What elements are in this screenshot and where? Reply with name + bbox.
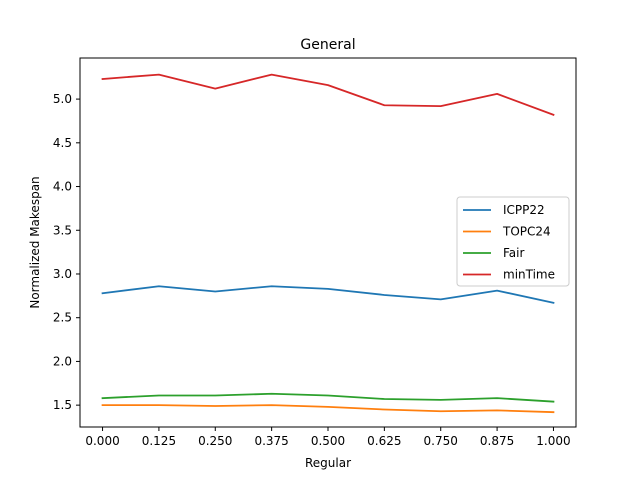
legend: ICPP22 TOPC24 Fair minTime xyxy=(456,196,570,287)
x-tick-label: 0.375 xyxy=(254,434,288,448)
x-tick-label: 0.875 xyxy=(480,434,514,448)
x-tick-label: 0.125 xyxy=(142,434,176,448)
y-tick-label: 4.5 xyxy=(53,136,72,150)
x-axis: 0.000 0.125 0.250 0.375 0.500 0.625 0.750 0.875… xyxy=(85,427,571,448)
legend-label: ICPP22 xyxy=(503,203,545,217)
x-tick-label: 0.500 xyxy=(311,434,345,448)
y-tick-label: 2.5 xyxy=(53,311,72,325)
y-tick-label: 5.0 xyxy=(53,92,72,106)
series-line-topc24 xyxy=(101,404,555,414)
x-axis-label: Regular xyxy=(305,456,351,470)
legend-label: TOPC24 xyxy=(502,225,551,239)
y-axis-label: Normalized Makespan xyxy=(28,176,42,308)
x-tick-label: 0.625 xyxy=(367,434,401,448)
y-tick-label: 3.5 xyxy=(53,223,72,237)
y-tick-label: 2.0 xyxy=(53,354,72,368)
chart-title: General xyxy=(300,37,355,53)
series-lines xyxy=(101,73,555,414)
x-tick-label: 1.000 xyxy=(536,434,570,448)
y-axis: 1.5 2.0 2.5 3.0 3.5 4.0 4.5 5.0 xyxy=(53,92,80,412)
x-tick-label: 0.750 xyxy=(424,434,458,448)
legend-label: Fair xyxy=(503,246,524,260)
x-tick-label: 0.250 xyxy=(198,434,232,448)
legend-box xyxy=(456,196,570,287)
y-tick-label: 3.0 xyxy=(53,267,72,281)
legend-label: minTime xyxy=(503,268,555,282)
y-tick-label: 4.0 xyxy=(53,180,72,194)
series-line-fair xyxy=(101,392,555,403)
x-tick-label: 0.000 xyxy=(85,434,119,448)
series-line-mintime xyxy=(101,73,555,116)
series-line-icpp22 xyxy=(101,285,555,304)
y-tick-label: 1.5 xyxy=(53,398,72,412)
